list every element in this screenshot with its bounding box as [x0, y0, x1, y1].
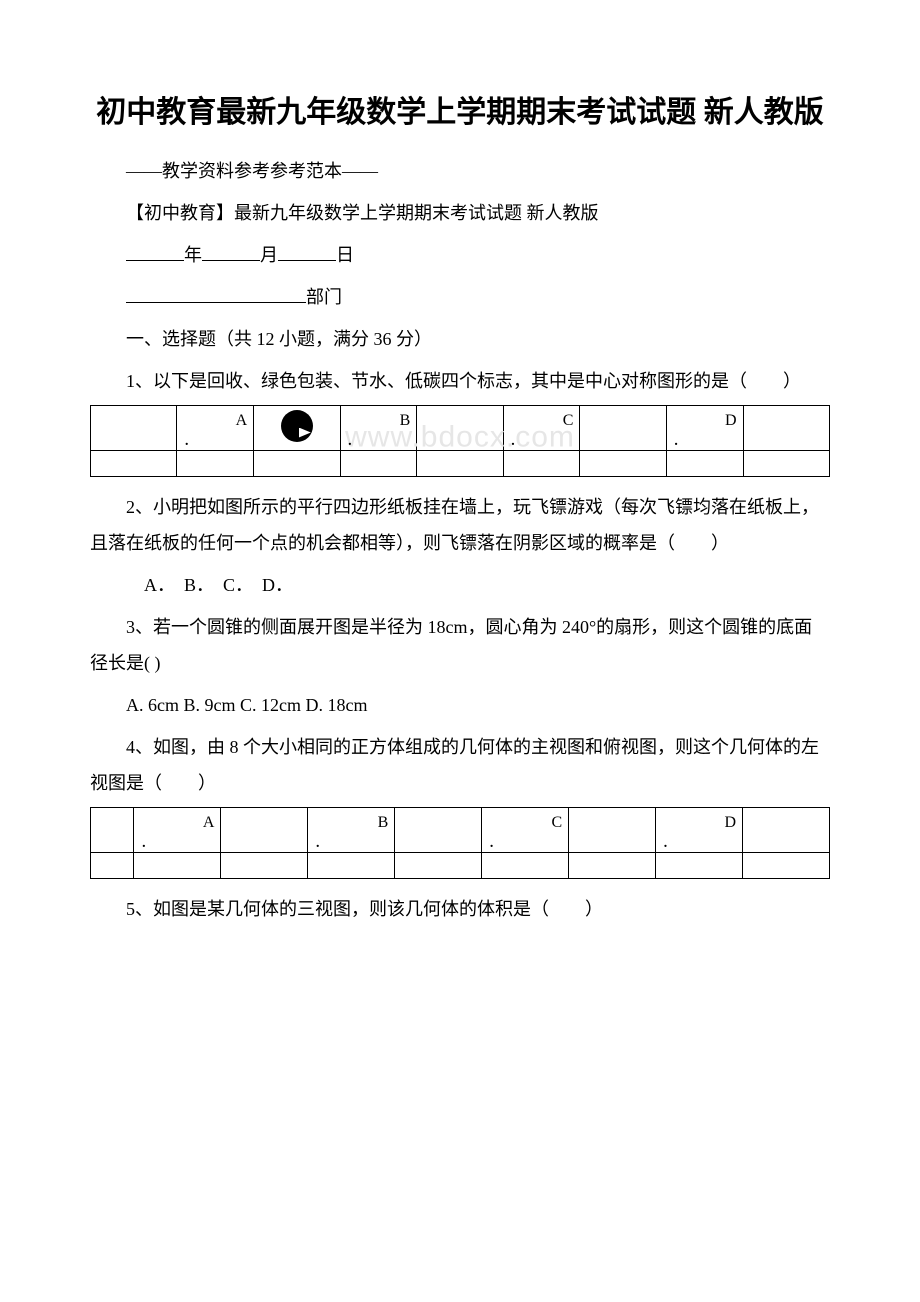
option-a-image [221, 808, 308, 853]
cell-empty [254, 451, 340, 477]
options-table-1: A ． B ． C ． D ． [90, 405, 830, 477]
cell-empty [580, 451, 666, 477]
department-line: 部门 [90, 279, 830, 315]
question-2-options: A． B． C． D． [90, 567, 830, 603]
option-a-label: A ． [134, 808, 221, 853]
question-1: 1、以下是回收、绿色包装、节水、低碳四个标志，其中是中心对称图形的是（ ） [90, 363, 830, 399]
options-table-2: A ． B ． C ． D ． [90, 807, 830, 879]
section-1-heading: 一、选择题（共 12 小题，满分 36 分） [90, 321, 830, 357]
blank-department[interactable] [126, 285, 306, 303]
opt-dot: ． [504, 430, 574, 450]
page-title: 初中教育最新九年级数学上学期期末考试试题 新人教版 [90, 90, 830, 135]
cell-empty [666, 451, 743, 477]
cell-spacer [91, 808, 134, 853]
table-row: A ． B ． C ． D ． [91, 406, 830, 451]
subtitle-name: 【初中教育】最新九年级数学上学期期末考试试题 新人教版 [90, 195, 830, 231]
table-row [91, 451, 830, 477]
date-line: 年月日 [90, 237, 830, 273]
opt-letter: D [724, 814, 736, 831]
option-d-image [743, 406, 829, 451]
question-2: 2、小明把如图所示的平行四边形纸板挂在墙上，玩飞镖游戏（每次飞镖均落在纸板上，且… [90, 489, 830, 561]
opt-letter: C [551, 814, 562, 831]
opt-letter: B [400, 412, 411, 429]
option-a-image [254, 406, 340, 451]
option-d-image [743, 808, 830, 853]
cell-empty [134, 853, 221, 879]
opt-dot: ． [341, 430, 411, 450]
option-c-label: C ． [482, 808, 569, 853]
table-row [91, 853, 830, 879]
cell-empty [91, 451, 177, 477]
question-4: 4、如图，由 8 个大小相同的正方体组成的几何体的主视图和俯视图，则这个几何体的… [90, 729, 830, 801]
cell-empty [340, 451, 417, 477]
opt-dot: ． [656, 832, 736, 852]
opt-dot: ． [308, 832, 388, 852]
blank-month[interactable] [202, 243, 260, 261]
option-a-label: A ． [177, 406, 254, 451]
cell-empty [743, 853, 830, 879]
label-month: 月 [260, 245, 278, 265]
cell-empty [482, 853, 569, 879]
cell-empty [417, 451, 503, 477]
question-5: 5、如图是某几何体的三视图，则该几何体的体积是（ ） [90, 891, 830, 927]
opt-dot: ． [177, 430, 247, 450]
cell-empty [656, 853, 743, 879]
table-row: A ． B ． C ． D ． [91, 808, 830, 853]
question-3-options: A. 6cm B. 9cm C. 12cm D. 18cm [90, 687, 830, 723]
option-b-image [417, 406, 503, 451]
cell-empty [395, 853, 482, 879]
cell-empty [221, 853, 308, 879]
label-department: 部门 [306, 287, 342, 307]
opt-letter: D [725, 412, 737, 429]
opt-dot: ． [482, 832, 562, 852]
blank-year[interactable] [126, 243, 184, 261]
option-b-label: B ． [340, 406, 417, 451]
option-c-image [569, 808, 656, 853]
opt-dot: ． [134, 832, 214, 852]
cell-empty [569, 853, 656, 879]
subtitle-ref: ——教学资料参考参考范本—— [90, 153, 830, 189]
blank-day[interactable] [278, 243, 336, 261]
option-d-label: D ． [656, 808, 743, 853]
cell-empty [177, 451, 254, 477]
recycle-icon [281, 410, 313, 442]
cell-empty [743, 451, 829, 477]
opt-letter: A [203, 814, 215, 831]
option-d-label: D ． [666, 406, 743, 451]
opt-letter: C [563, 412, 574, 429]
cell-spacer [91, 406, 177, 451]
label-year: 年 [184, 245, 202, 265]
opt-letter: B [378, 814, 389, 831]
option-c-image [580, 406, 666, 451]
opt-letter: A [236, 412, 248, 429]
cell-empty [503, 451, 580, 477]
opt-dot: ． [667, 430, 737, 450]
question-3: 3、若一个圆锥的侧面展开图是半径为 18cm，圆心角为 240°的扇形，则这个圆… [90, 609, 830, 681]
option-b-image [395, 808, 482, 853]
cell-empty [308, 853, 395, 879]
option-c-label: C ． [503, 406, 580, 451]
cell-empty [91, 853, 134, 879]
option-b-label: B ． [308, 808, 395, 853]
table-1-wrapper: www.bdocx.com A ． B ． C ． D ． [90, 405, 830, 477]
label-day: 日 [336, 245, 354, 265]
